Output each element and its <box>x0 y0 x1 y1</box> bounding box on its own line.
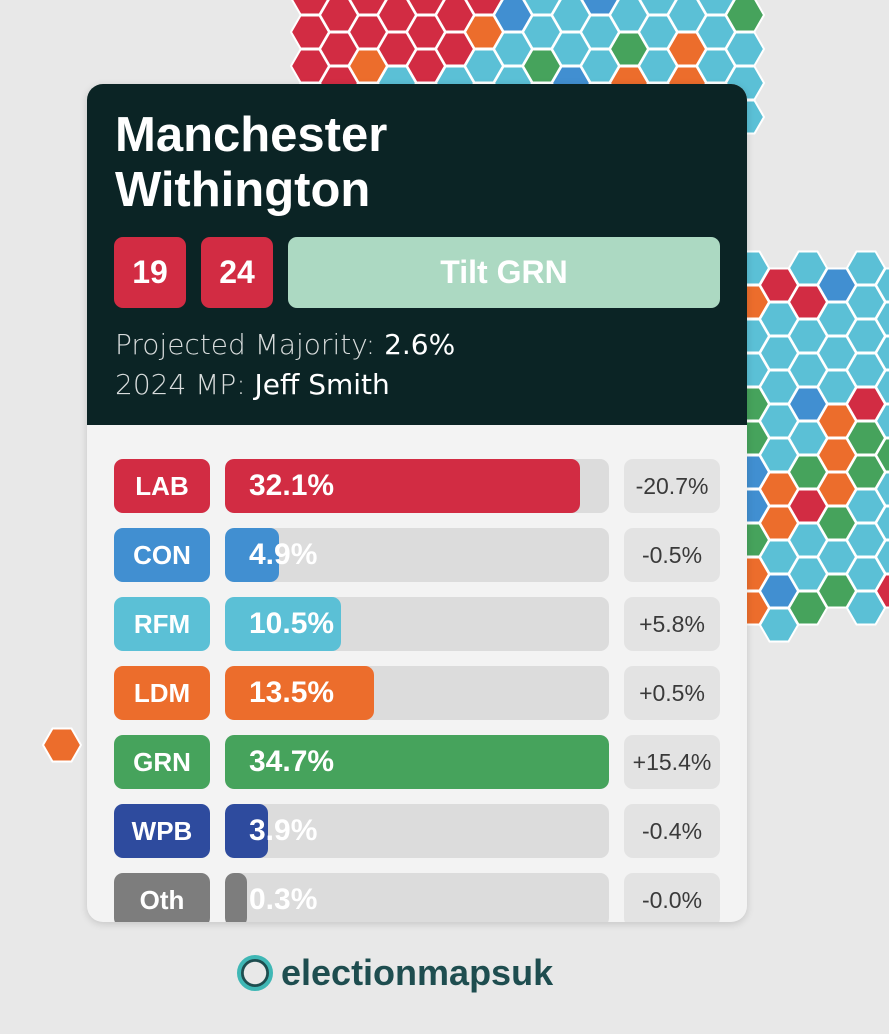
constituency-hex[interactable] <box>874 369 889 405</box>
party-row-con: CON 4.9% -0.5% <box>114 528 720 582</box>
share-change: +15.4% <box>624 735 720 789</box>
constituency-hex[interactable] <box>874 335 889 371</box>
share-change: -0.5% <box>624 528 720 582</box>
badge-2024-winner: 24 <box>201 237 273 308</box>
globe-icon <box>237 955 273 991</box>
share-bar-fill <box>225 528 280 582</box>
constituency-hex[interactable] <box>874 437 889 473</box>
majority-label: Projected Majority: <box>115 328 376 361</box>
party-label: CON <box>114 528 210 582</box>
constituency-hex[interactable] <box>724 31 766 67</box>
share-change: -20.7% <box>624 459 720 513</box>
constituency-hex[interactable] <box>724 0 766 33</box>
share-bar: 13.5% <box>225 666 609 720</box>
share-value: 34.7% <box>249 745 335 778</box>
party-label: Oth <box>114 873 210 922</box>
party-row-lab: LAB 32.1% -20.7% <box>114 459 720 513</box>
constituency-hex[interactable] <box>874 403 889 439</box>
constituency-card: Manchester Withington 19 24 Tilt GRN Pro… <box>87 84 747 922</box>
party-label: LDM <box>114 666 210 720</box>
share-bar-fill <box>225 804 269 858</box>
share-change: +5.8% <box>624 597 720 651</box>
rating-badge: Tilt GRN <box>288 237 720 308</box>
mp-name: Jeff Smith <box>254 368 390 401</box>
share-bar-fill <box>225 597 342 651</box>
party-row-grn: GRN 34.7% +15.4% <box>114 735 720 789</box>
watermark-logo: electionmapsuk <box>237 952 553 994</box>
share-bar-fill <box>225 666 375 720</box>
share-change: +0.5% <box>624 666 720 720</box>
constituency-hex[interactable] <box>874 301 889 337</box>
share-bar: 0.3% <box>225 873 609 922</box>
share-bar: 32.1% <box>225 459 609 513</box>
share-value: 4.9% <box>249 538 318 571</box>
name-line-1: Manchester <box>115 108 388 162</box>
projected-majority: Projected Majority: 2.6% <box>115 328 455 361</box>
party-row-oth: Oth 0.3% -0.0% <box>114 873 720 922</box>
constituency-hex[interactable] <box>41 727 83 763</box>
constituency-hex[interactable] <box>874 505 889 541</box>
constituency-hex[interactable] <box>874 267 889 303</box>
party-row-rfm: RFM 10.5% +5.8% <box>114 597 720 651</box>
share-value: 13.5% <box>249 676 335 709</box>
party-row-ldm: LDM 13.5% +0.5% <box>114 666 720 720</box>
party-label: GRN <box>114 735 210 789</box>
share-bar: 34.7% <box>225 735 609 789</box>
share-change: -0.0% <box>624 873 720 922</box>
share-bar-fill <box>225 459 581 513</box>
share-bar: 4.9% <box>225 528 609 582</box>
share-bar-fill <box>225 873 247 922</box>
mp-info: 2024 MP: Jeff Smith <box>115 368 390 401</box>
majority-value: 2.6% <box>384 328 456 361</box>
party-row-wpb: WPB 3.9% -0.4% <box>114 804 720 858</box>
share-bar: 3.9% <box>225 804 609 858</box>
share-value: 32.1% <box>249 469 335 502</box>
share-value: 3.9% <box>249 814 318 847</box>
name-line-2: Withington <box>115 163 371 217</box>
share-change: -0.4% <box>624 804 720 858</box>
mp-label: 2024 MP: <box>115 368 246 401</box>
party-label: LAB <box>114 459 210 513</box>
party-label: RFM <box>114 597 210 651</box>
badge-2019-winner: 19 <box>114 237 186 308</box>
share-value: 0.3% <box>249 883 318 916</box>
share-bar: 10.5% <box>225 597 609 651</box>
constituency-name: Manchester Withington <box>115 108 715 218</box>
party-label: WPB <box>114 804 210 858</box>
share-bar-fill <box>225 735 609 789</box>
share-value: 10.5% <box>249 607 335 640</box>
constituency-hex[interactable] <box>874 573 889 609</box>
constituency-hex[interactable] <box>874 471 889 507</box>
card-header: Manchester Withington 19 24 Tilt GRN Pro… <box>87 84 747 425</box>
constituency-hex[interactable] <box>874 539 889 575</box>
watermark-text: electionmapsuk <box>281 952 554 993</box>
